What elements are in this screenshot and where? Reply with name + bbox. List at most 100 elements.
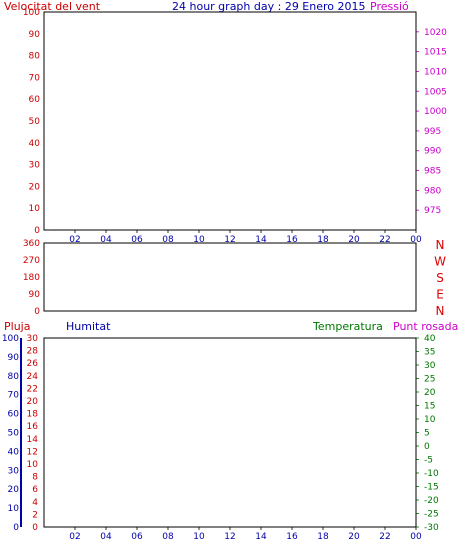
direction-label-w: W — [434, 255, 446, 269]
x-tick-label: 20 — [348, 235, 360, 245]
y-tick-label: 90 — [8, 353, 20, 363]
y-tick-label: 10 — [27, 460, 39, 470]
y-tick-label: 0 — [13, 523, 19, 533]
x-tick-label: 22 — [379, 532, 390, 542]
right-tick-label: 990 — [424, 147, 441, 157]
right-tick-label: 35 — [424, 348, 435, 358]
y-tick-label: 360 — [23, 239, 40, 249]
dewpoint-title: Punt rosada — [393, 320, 459, 333]
direction-plot-area — [43, 242, 417, 312]
pressure-title: Pressió — [370, 0, 409, 13]
x-tick-label: 06 — [131, 235, 143, 245]
right-tick-label: -30 — [424, 523, 439, 533]
y-tick-label: 16 — [27, 422, 39, 432]
y-tick-label: 30 — [29, 161, 41, 171]
right-tick-label: 40 — [424, 334, 436, 344]
right-tick-label: 25 — [424, 375, 435, 385]
right-tick-label: 980 — [424, 186, 441, 196]
right-tick-label: 30 — [424, 361, 436, 371]
chart-title: 24 hour graph day : 29 Enero 2015 — [172, 0, 366, 13]
right-tick-label: 985 — [424, 167, 441, 177]
y-tick-label: 26 — [27, 359, 39, 369]
y-tick-label: 2 — [32, 510, 38, 520]
right-tick-label: -10 — [424, 469, 439, 479]
x-tick-label: 04 — [100, 532, 112, 542]
right-tick-label: 1015 — [424, 48, 447, 58]
y-tick-label: 60 — [8, 410, 20, 420]
bottom-legend-row: Pluja Humitat Temperatura Punt rosada — [0, 320, 465, 334]
y-tick-label: 40 — [29, 139, 41, 149]
y-tick-label: 8 — [32, 473, 38, 483]
y-tick-label: 0 — [32, 523, 38, 533]
direction-label-e: E — [436, 288, 444, 302]
x-tick-label: 08 — [162, 532, 174, 542]
y-tick-label: 70 — [8, 391, 20, 401]
header-row: Velocitat del vent 24 hour graph day : 2… — [0, 0, 465, 13]
y-tick-label: 270 — [23, 256, 40, 266]
right-tick-label: 1010 — [424, 67, 447, 77]
right-tick-label: -25 — [424, 510, 439, 520]
y-tick-label: 10 — [29, 204, 41, 214]
y-tick-label: 70 — [29, 73, 41, 83]
y-tick-label: 10 — [8, 504, 20, 514]
y-tick-label: 20 — [27, 397, 39, 407]
right-tick-label: 5 — [424, 429, 430, 439]
x-tick-label: 22 — [379, 235, 390, 245]
y-tick-label: 30 — [27, 334, 39, 344]
y-tick-label: 0 — [34, 307, 40, 317]
y-tick-label: 28 — [27, 347, 39, 357]
y-tick-label: 90 — [29, 30, 41, 40]
x-tick-label: 00 — [410, 235, 422, 245]
x-tick-label: 20 — [348, 532, 360, 542]
direction-label-n: N — [436, 304, 445, 318]
y-tick-label: 180 — [23, 273, 40, 283]
humidity-title: Humitat — [66, 320, 111, 333]
x-tick-label: 12 — [224, 235, 235, 245]
x-tick-label: 06 — [131, 532, 143, 542]
rain-title: Pluja — [4, 320, 31, 333]
x-tick-label: 14 — [255, 532, 267, 542]
x-tick-label: 14 — [255, 235, 267, 245]
right-tick-label: 1000 — [424, 107, 447, 117]
right-tick-label: 10 — [424, 415, 436, 425]
x-tick-label: 12 — [224, 532, 235, 542]
direction-label-n: N — [436, 238, 445, 252]
wind-speed-title: Velocitat del vent — [4, 0, 101, 13]
right-tick-label: -20 — [424, 496, 439, 506]
right-tick-label: 975 — [424, 206, 441, 216]
y-tick-label: 100 — [23, 8, 40, 18]
x-tick-label: 02 — [69, 532, 80, 542]
y-tick-label: 4 — [32, 498, 38, 508]
y-tick-label: 90 — [29, 290, 41, 300]
y-tick-label: 20 — [29, 182, 41, 192]
right-tick-label: 995 — [424, 127, 441, 137]
y-tick-label: 50 — [29, 117, 41, 127]
x-tick-label: 18 — [317, 532, 329, 542]
y-tick-label: 50 — [8, 429, 20, 439]
y-tick-label: 40 — [8, 447, 20, 457]
y-tick-label: 80 — [8, 372, 20, 382]
right-tick-label: 1005 — [424, 87, 447, 97]
right-tick-label: -15 — [424, 483, 439, 493]
x-tick-label: 10 — [193, 235, 205, 245]
x-tick-label: 18 — [317, 235, 329, 245]
wind-plot-area — [43, 11, 417, 231]
x-tick-label: 10 — [193, 532, 205, 542]
y-tick-label: 18 — [27, 410, 39, 420]
x-tick-label: 16 — [286, 532, 298, 542]
right-tick-label: 0 — [424, 442, 430, 452]
right-tick-label: 1020 — [424, 28, 447, 38]
temperature-title: Temperatura — [313, 320, 383, 333]
y-tick-label: 12 — [27, 447, 38, 457]
y-tick-label: 60 — [29, 95, 41, 105]
y-tick-label: 80 — [29, 52, 41, 62]
right-tick-label: 20 — [424, 388, 436, 398]
right-tick-label: 15 — [424, 402, 435, 412]
direction-label-s: S — [436, 271, 444, 285]
temperature-plot-area — [43, 337, 417, 528]
right-tick-label: -5 — [424, 456, 433, 466]
x-tick-label: 00 — [410, 532, 422, 542]
y-tick-label: 24 — [27, 372, 39, 382]
